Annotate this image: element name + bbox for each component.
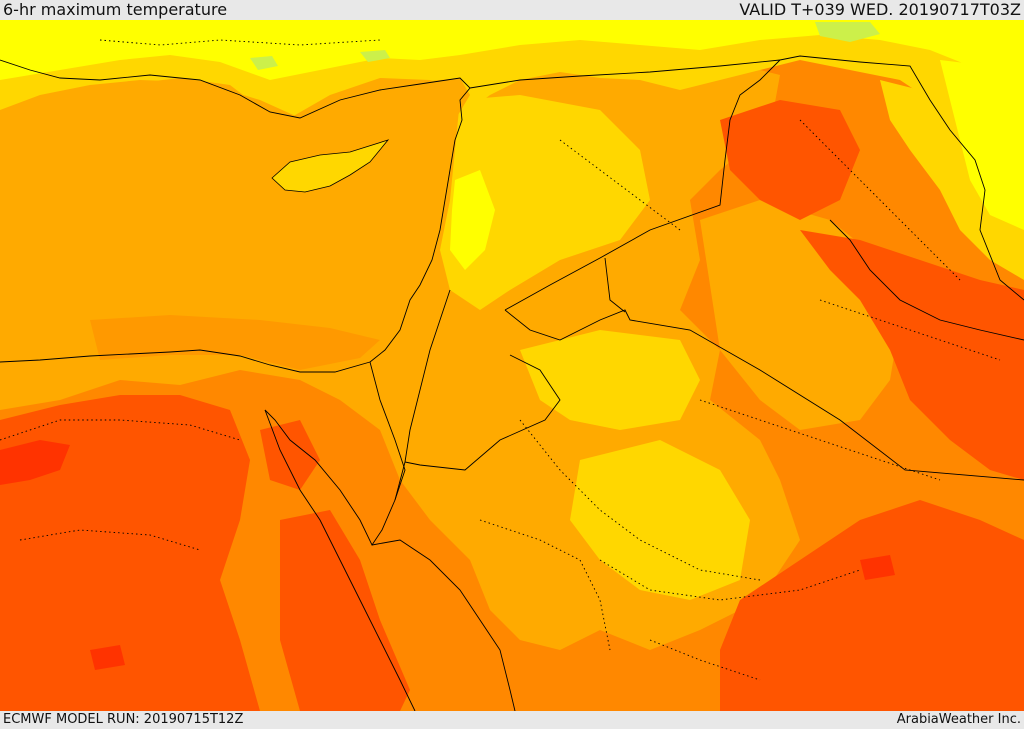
gold-region-arabia — [570, 440, 750, 600]
border-jordan-saudi — [504, 309, 1024, 481]
credit: ArabiaWeather Inc. — [896, 712, 1021, 727]
province-line-10 — [819, 299, 1001, 361]
red-orange-spot-2 — [90, 645, 125, 670]
gold-region-sinai-arabia — [520, 330, 700, 430]
border-jordan-east — [604, 257, 626, 313]
province-line-2 — [19, 529, 201, 551]
gold-region-levant — [440, 95, 650, 310]
coast-red-sea-west — [264, 409, 416, 711]
yellow-region-zagros — [940, 60, 1024, 230]
deep-orange-se — [720, 500, 1024, 711]
green-patch-n — [360, 50, 390, 62]
deep-orange-iraq — [720, 100, 860, 220]
footer-bar: ECMWF MODEL RUN: 20190715T12Z ArabiaWeat… — [0, 711, 1024, 729]
green-patch-ne — [815, 22, 880, 42]
border-turkey-syria — [469, 59, 781, 89]
province-line-5 — [799, 119, 961, 281]
coast-egypt — [0, 349, 371, 373]
border-israel — [394, 289, 451, 501]
red-orange-spot-west — [0, 440, 70, 485]
sea-south-band — [90, 315, 380, 370]
deep-orange-gulf — [800, 230, 1024, 480]
border-syria-iraq — [504, 59, 781, 311]
green-patch-nw — [250, 56, 278, 70]
coast-levant — [369, 139, 456, 363]
coast-persian-gulf — [829, 219, 1024, 341]
province-line-3 — [519, 419, 761, 581]
deep-orange-sudan — [280, 510, 410, 711]
yellow-region-north — [0, 20, 1024, 90]
red-orange-spot-3 — [860, 555, 895, 580]
coast-turkey — [0, 59, 471, 141]
border-jordan-south — [404, 354, 561, 471]
province-line-6 — [699, 399, 941, 481]
border-iraq-iran — [779, 55, 1024, 301]
header-bar: 6-hr maximum temperature VALID T+039 WED… — [0, 0, 1024, 20]
province-line-4 — [599, 559, 861, 601]
valid-time: VALID T+039 WED. 20190717T03Z — [739, 0, 1021, 19]
cyprus-island — [271, 139, 390, 193]
deep-orange-egypt — [0, 395, 260, 711]
map-title: 6-hr maximum temperature — [3, 0, 228, 19]
model-run: ECMWF MODEL RUN: 20190715T12Z — [3, 712, 244, 727]
temperature-map[interactable] — [0, 20, 1024, 711]
yellow-region-lebanon — [450, 170, 495, 270]
coast-red-sea-east — [371, 539, 516, 711]
